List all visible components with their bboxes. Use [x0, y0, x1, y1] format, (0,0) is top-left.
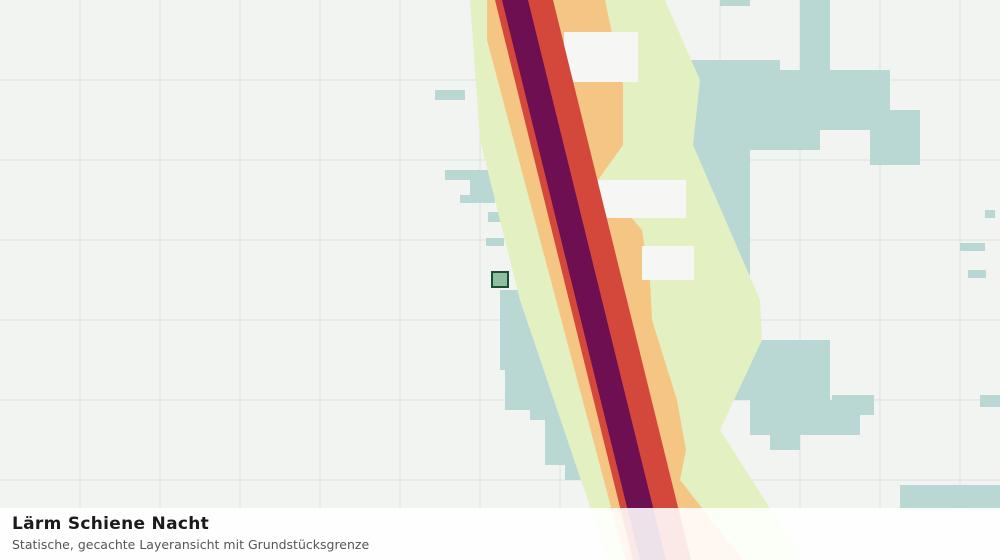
legend-panel: Lärm Schiene Nacht Statische, gecachte L…: [0, 508, 1000, 560]
parcel-boundary[interactable]: [491, 271, 509, 288]
noise-zone-60: [502, 0, 666, 560]
white-area: [564, 32, 694, 280]
layer-title: Lärm Schiene Nacht: [12, 514, 210, 534]
layer-subtitle: Statische, gecachte Layeransicht mit Gru…: [12, 537, 370, 552]
